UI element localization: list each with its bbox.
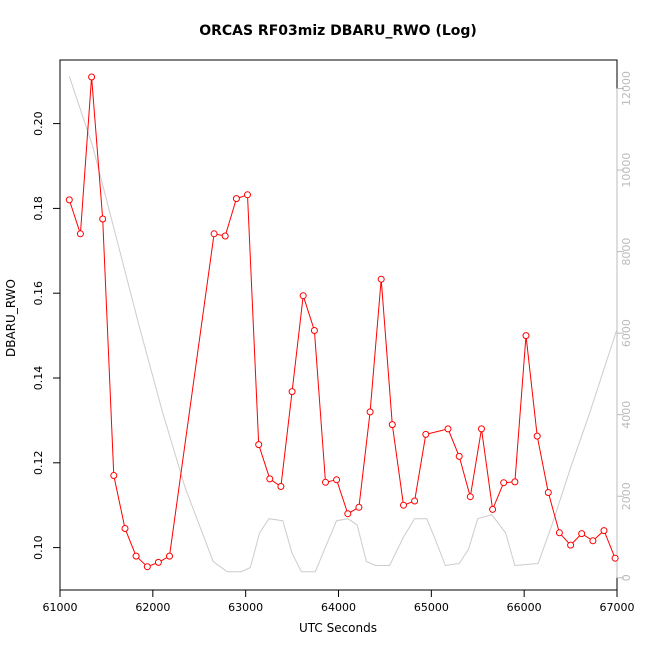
data-point	[600, 527, 608, 535]
plot-frame	[59, 59, 618, 591]
x-axis-title: UTC Seconds	[299, 621, 377, 635]
x-tick-label: 66000	[507, 601, 542, 614]
data-point	[466, 493, 474, 501]
data-point	[310, 327, 318, 334]
y-tick-label: 0.10	[32, 535, 45, 560]
data-point	[76, 230, 84, 238]
series-layer	[65, 73, 619, 573]
data-point	[266, 475, 274, 483]
data-point	[611, 554, 619, 562]
y-tick-label: 0.14	[32, 366, 45, 391]
y-tick-label: 0.20	[32, 111, 45, 136]
secondary-series-line	[68, 76, 618, 573]
data-point	[166, 552, 173, 560]
data-point	[210, 230, 218, 238]
data-point	[355, 503, 363, 511]
data-point	[455, 452, 463, 460]
data-point	[567, 541, 575, 549]
y2-tick-label: 4000	[620, 401, 633, 429]
y-axis-right: 0 2000 4000 6000 8000 10000 12000	[616, 71, 633, 581]
data-point	[232, 195, 240, 203]
data-point	[88, 73, 96, 81]
y2-tick-label: 6000	[620, 319, 633, 347]
data-point	[244, 191, 251, 199]
data-point	[444, 425, 452, 433]
data-point	[65, 196, 73, 204]
x-tick-label: 65000	[414, 601, 449, 614]
y-axis-left: 0.10 0.12 0.14 0.16 0.18 0.20	[32, 111, 61, 560]
data-point	[555, 529, 563, 537]
x-tick-label: 63000	[228, 601, 263, 614]
y-tick-label: 0.18	[32, 196, 45, 221]
data-point	[299, 292, 307, 300]
y-tick-label: 0.16	[32, 281, 45, 306]
y2-tick-label: 8000	[620, 238, 633, 266]
data-point	[478, 425, 485, 433]
data-point	[255, 441, 263, 449]
data-point	[333, 476, 341, 484]
y2-tick-label: 2000	[620, 482, 633, 510]
y2-tick-label: 0	[620, 574, 633, 581]
primary-series-line	[68, 76, 616, 568]
data-point	[589, 537, 597, 545]
data-point	[143, 563, 151, 571]
x-tick-label: 61000	[43, 601, 78, 614]
data-point	[377, 275, 385, 283]
data-point	[277, 483, 285, 490]
data-point	[366, 408, 374, 416]
data-point	[400, 501, 407, 509]
data-point	[154, 558, 162, 566]
data-point	[322, 478, 329, 486]
y2-tick-label: 12000	[620, 71, 633, 106]
data-point	[489, 505, 497, 513]
x-tick-label: 62000	[135, 601, 170, 614]
x-tick-label: 67000	[600, 601, 635, 614]
x-tick-label: 64000	[321, 601, 356, 614]
data-point	[110, 472, 118, 479]
data-point	[121, 525, 129, 532]
y-axis-title: DBARU_RWO	[4, 279, 18, 357]
data-point	[578, 530, 586, 538]
chart-title: ORCAS RF03miz DBARU_RWO (Log)	[199, 23, 477, 39]
data-point	[99, 215, 107, 223]
data-point	[411, 497, 419, 505]
data-point	[500, 479, 508, 487]
data-point	[344, 510, 352, 518]
x-axis: 61000 62000 63000 64000 65000 66000 67000	[43, 589, 635, 614]
data-point	[511, 478, 519, 486]
y-tick-label: 0.12	[32, 451, 45, 476]
data-point	[422, 430, 430, 438]
y2-tick-label: 10000	[620, 153, 633, 188]
data-point	[522, 332, 530, 340]
data-point	[544, 489, 552, 496]
data-point	[221, 232, 229, 240]
data-point	[388, 421, 396, 429]
data-point	[288, 388, 296, 396]
data-point	[533, 432, 541, 440]
data-point	[132, 552, 140, 560]
